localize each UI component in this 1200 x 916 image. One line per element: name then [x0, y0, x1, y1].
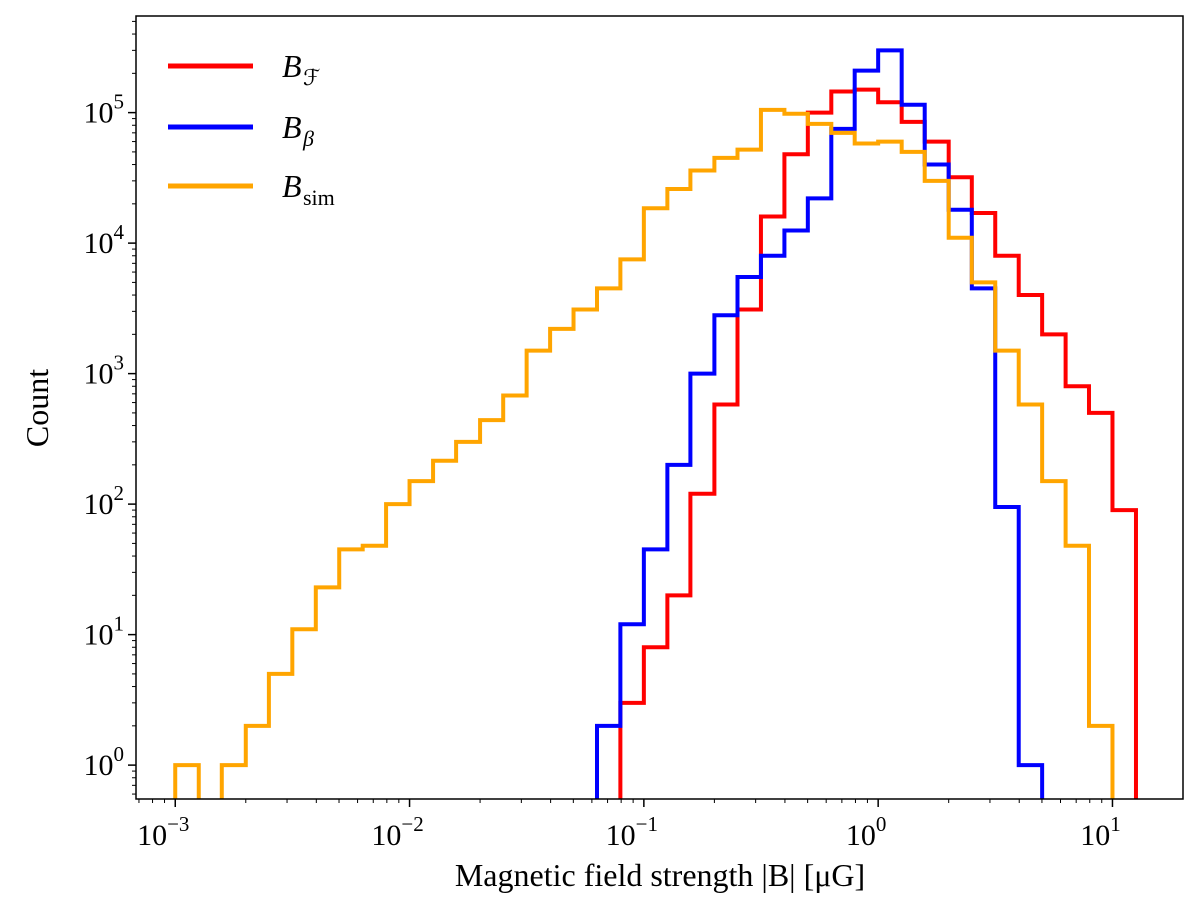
- legend-sub-b-f: ℱ: [303, 65, 320, 90]
- major-ticks: [128, 111, 1114, 807]
- x-tick-label: 10−2: [371, 812, 423, 852]
- series-line-b-sim-0: [173, 763, 201, 799]
- y-axis-label: Count: [19, 369, 55, 447]
- y-tick-labels: 100 101 102 103 104 105: [84, 90, 125, 782]
- y-tick-label: 102: [84, 481, 125, 521]
- y-tick-label: 105: [84, 90, 125, 130]
- x-tick-label: 100: [846, 812, 887, 852]
- series-layer: [173, 48, 1138, 799]
- y-tick-label: 104: [84, 220, 125, 260]
- y-tick-label: 100: [84, 742, 125, 782]
- x-tick-label: 10−3: [137, 812, 189, 852]
- y-tick-label: 103: [84, 351, 125, 391]
- legend-label-b-beta: B: [282, 109, 302, 145]
- series-line-b-sim-1: [219, 107, 1115, 799]
- legend-entry-b-beta: B β: [168, 109, 314, 151]
- plot-frame: [135, 15, 1184, 800]
- x-tick-label: 10−1: [606, 812, 658, 852]
- y-tick-label: 101: [84, 612, 125, 652]
- legend-sub-b-sim: sim: [303, 185, 335, 210]
- x-axis-label: Magnetic field strength |B| [μG]: [455, 857, 865, 893]
- x-tick-labels: 10−3 10−2 10−1 100 101: [137, 812, 1121, 852]
- legend-label-b-f: B: [282, 48, 302, 84]
- legend-sub-b-beta: β: [302, 126, 314, 151]
- legend-entry-b-sim: B sim: [168, 168, 335, 210]
- legend-entry-b-f: B ℱ: [168, 48, 320, 90]
- x-tick-label: 101: [1080, 812, 1121, 852]
- legend-label-b-sim: B: [282, 168, 302, 204]
- series-line-b-f: [618, 87, 1138, 799]
- legend: B ℱ B β B sim: [168, 48, 335, 210]
